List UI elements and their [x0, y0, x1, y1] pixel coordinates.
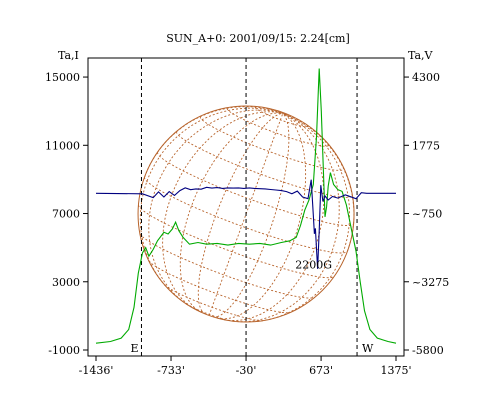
- disk-longitude-line: [144, 106, 283, 178]
- disk-longitude-line: [197, 112, 283, 315]
- y-tick-label-right: ~750: [412, 208, 442, 221]
- y-tick-label-left: 11000: [45, 139, 80, 152]
- chart-title: SUN_A+0: 2001/09/15: 2.24[cm]: [166, 32, 350, 45]
- y-tick-label-left: 3000: [52, 276, 80, 289]
- disk-latitude-line: [144, 176, 348, 254]
- annotations: 2200G: [295, 259, 332, 272]
- disk-latitude-line: [176, 131, 353, 198]
- x-tick-label: 1375': [380, 364, 411, 377]
- disk-latitude-line: [157, 152, 354, 227]
- disk-longitude-line: [139, 107, 283, 290]
- y-tick-label-left: -1000: [48, 344, 80, 357]
- disk-latitude-line: [199, 116, 345, 171]
- x-tick-label: -30': [236, 364, 257, 377]
- disk-longitude-line: [179, 112, 283, 313]
- disk-latitude-line: [254, 107, 309, 128]
- disk-longitude-line: [148, 109, 283, 305]
- y-tick-label-right: 4300: [412, 71, 440, 84]
- disk-longitude-line: [213, 112, 290, 318]
- disk-longitude-line: [208, 113, 284, 316]
- limb-marker-label: W: [362, 342, 374, 355]
- x-tick-label: -1436': [79, 364, 114, 377]
- disk-latitude-line: [138, 204, 335, 279]
- y-tick-label-left: 15000: [45, 71, 80, 84]
- disk-latitude-line: [148, 260, 291, 314]
- disk-latitude-line: [139, 233, 315, 299]
- disk-longitude-line: [257, 112, 351, 322]
- y-axis-label-right: Ta,V: [408, 49, 434, 62]
- y-tick-label-right: 1775: [412, 139, 440, 152]
- series-layer: [95, 68, 397, 344]
- series-line-stokes-v: [95, 179, 396, 269]
- limb-marker-label: E: [130, 342, 138, 355]
- x-tick-label: 673': [309, 364, 333, 377]
- disk-longitude-line: [282, 112, 355, 252]
- y-tick-label-right: -5800: [412, 344, 444, 357]
- disk-longitude-line: [217, 112, 307, 320]
- annotation-label: 2200G: [295, 259, 332, 272]
- solar-disk-grid: [137, 105, 355, 323]
- y-tick-label-right: ~3275: [412, 276, 449, 289]
- disk-longitude-line: [232, 112, 340, 323]
- x-tick-label: -733': [157, 364, 185, 377]
- y-axis-label-left: Ta,I: [58, 49, 79, 62]
- y-tick-label-left: 7000: [52, 208, 80, 221]
- axes: -1436' -733' -30' 673' 1375' 15000 11000 7000 30…: [45, 71, 449, 377]
